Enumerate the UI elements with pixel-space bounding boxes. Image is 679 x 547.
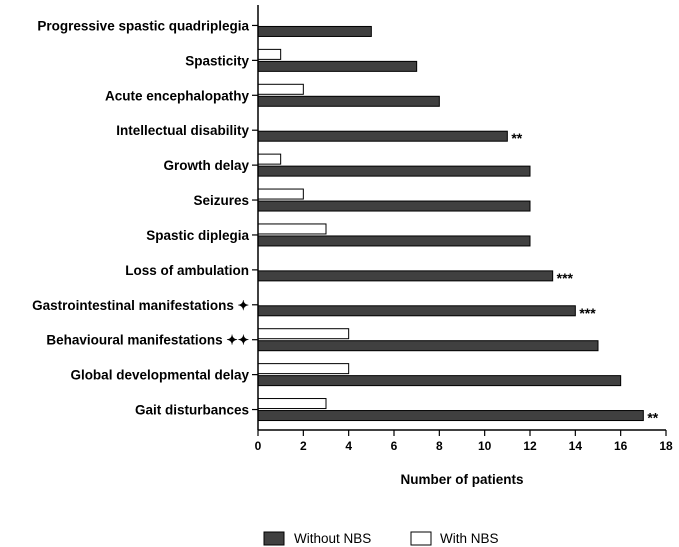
legend-label-without-nbs: Without NBS: [294, 531, 371, 546]
bar-with-nbs-global-developmental-delay: [257, 363, 350, 375]
bar-without-nbs-seizures: [257, 200, 531, 212]
category-label-seizures: Seizures: [193, 193, 249, 208]
x-tick-label-18: 18: [659, 439, 673, 453]
bar-with-nbs-growth-delay: [257, 153, 282, 165]
category-label-spasticity: Spasticity: [185, 53, 249, 68]
x-axis-title: Number of patients: [400, 472, 523, 487]
category-label-intellectual-disability: Intellectual disability: [116, 123, 249, 138]
bar-without-nbs-behavioural-manifestations: [257, 340, 599, 352]
legend-swatch-without-nbs: [263, 531, 285, 546]
bar-with-nbs-gait-disturbances: [257, 398, 327, 410]
category-label-global-developmental-delay: Global developmental delay: [70, 368, 249, 383]
x-tick-label-4: 4: [345, 439, 352, 453]
x-tick-label-6: 6: [391, 439, 398, 453]
x-tick-label-0: 0: [255, 439, 262, 453]
category-label-gastrointestinal-manifestations: Gastrointestinal manifestations ✦: [32, 298, 250, 313]
category-label-growth-delay: Growth delay: [163, 158, 249, 173]
x-tick-label-12: 12: [523, 439, 537, 453]
legend: Without NBS With NBS: [263, 531, 499, 546]
axis-ticks: 0 2 4 6 8 10 12 14 16 18: [252, 24, 673, 453]
significance-label-intellectual-disability: **: [511, 130, 522, 146]
bar-without-nbs-growth-delay: [257, 165, 531, 177]
bar-with-nbs-spasticity: [257, 48, 282, 60]
legend-label-with-nbs: With NBS: [440, 531, 499, 546]
category-label-spastic-diplegia: Spastic diplegia: [146, 228, 249, 243]
bar-with-nbs-behavioural-manifestations: [257, 328, 350, 340]
bar-without-nbs-gait-disturbances: [257, 410, 644, 422]
x-tick-label-14: 14: [569, 439, 583, 453]
bar-without-nbs-intellectual-disability: [257, 130, 508, 142]
bar-without-nbs-loss-of-ambulation: [257, 270, 554, 282]
significance-labels: **********: [511, 130, 658, 425]
bar-without-nbs-global-developmental-delay: [257, 375, 622, 387]
bar-with-nbs-spastic-diplegia: [257, 223, 327, 235]
bar-without-nbs-gastrointestinal-manifestations: [257, 305, 576, 317]
legend-swatch-with-nbs: [410, 531, 432, 546]
category-labels: Progressive spastic quadriplegia Spastici…: [32, 18, 250, 417]
significance-label-loss-of-ambulation: ***: [557, 270, 574, 286]
bar-with-nbs-acute-encephalopathy: [257, 83, 304, 95]
category-label-behavioural-manifestations: Behavioural manifestations ✦✦: [46, 333, 249, 348]
bar-without-nbs-progressive-spastic-quadriplegia: [257, 25, 372, 37]
category-label-loss-of-ambulation: Loss of ambulation: [125, 263, 249, 278]
category-label-gait-disturbances: Gait disturbances: [135, 403, 249, 418]
category-label-progressive-spastic-quadriplegia: Progressive spastic quadriplegia: [37, 18, 249, 33]
bar-with-nbs-seizures: [257, 188, 304, 200]
bar-without-nbs-spasticity: [257, 60, 418, 72]
bars: [257, 25, 644, 422]
bar-without-nbs-acute-encephalopathy: [257, 95, 440, 107]
significance-label-gastrointestinal-manifestations: ***: [579, 305, 596, 321]
significance-label-gait-disturbances: **: [647, 410, 658, 426]
category-label-acute-encephalopathy: Acute encephalopathy: [105, 88, 250, 103]
x-tick-label-8: 8: [436, 439, 443, 453]
x-tick-label-2: 2: [300, 439, 307, 453]
x-tick-label-16: 16: [614, 439, 628, 453]
bar-without-nbs-spastic-diplegia: [257, 235, 531, 247]
x-tick-label-10: 10: [478, 439, 492, 453]
